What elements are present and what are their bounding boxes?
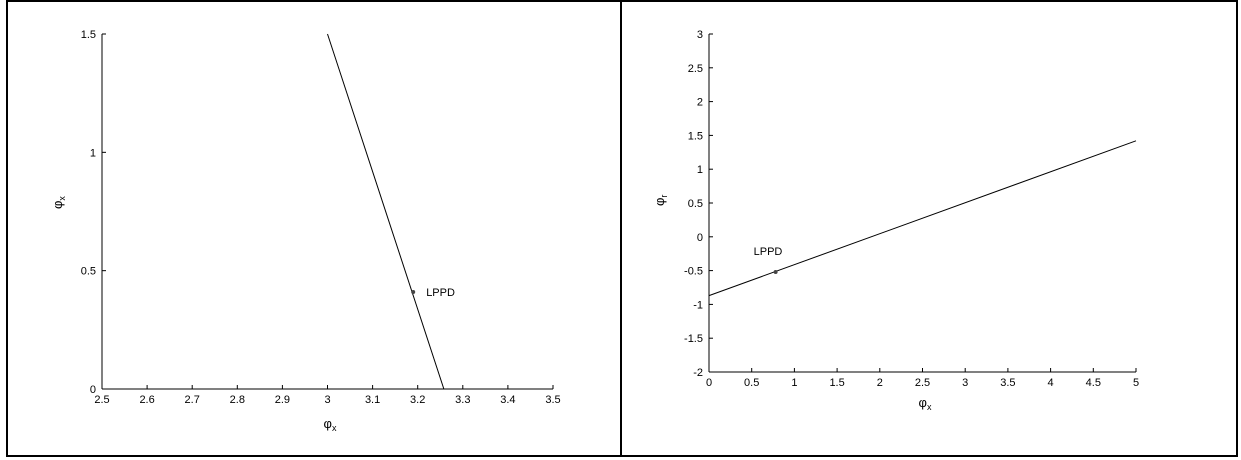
right-x-tick-label: 4 <box>1048 377 1054 389</box>
figure-frame <box>6 0 1238 457</box>
right-x-tick-label: 3 <box>962 377 968 389</box>
right-x-tick-label: 1 <box>791 377 797 389</box>
left-series-line <box>327 33 445 390</box>
right-x-tick-label: 1.5 <box>829 377 844 389</box>
right-y-tick-label: 2 <box>697 97 703 109</box>
left-x-tick-label: 2.6 <box>139 394 154 406</box>
right-lppd-point <box>773 269 778 274</box>
right-x-tick-label: 3.5 <box>1000 377 1015 389</box>
right-y-tick-label: 1 <box>697 164 703 176</box>
left-y-tick-label: 1 <box>90 147 96 159</box>
left-x-tick-label: 3.3 <box>455 394 470 406</box>
right-y-tick-label: -1.5 <box>684 333 703 345</box>
right-y-tick-label: -1 <box>693 299 703 311</box>
right-y-axis-label: φr <box>652 195 669 206</box>
right-series-line <box>708 140 1137 297</box>
left-y-axis-label: φx <box>50 196 67 209</box>
left-x-tick-label: 2.7 <box>185 394 200 406</box>
right-lppd-label: LPPD <box>754 246 783 258</box>
right-x-tick-label: 4.5 <box>1086 377 1101 389</box>
right-x-tick-label: 0 <box>706 377 712 389</box>
right-y-tick-label: -0.5 <box>684 266 703 278</box>
left-x-tick-label: 2.5 <box>94 394 109 406</box>
right-y-tick-label: -2 <box>693 367 703 379</box>
left-y-tick-label: 0.5 <box>81 266 96 278</box>
chart-left-panel: 2.5 2.6 2.7 2.8 2.9 3 3.1 3.2 3.3 3.4 3.5 0 0.5 1 1.5 φ… <box>50 29 561 433</box>
left-x-tick-label: 3 <box>324 394 330 406</box>
left-x-tick-label: 3.4 <box>500 394 515 406</box>
left-x-tick-label: 3.1 <box>365 394 380 406</box>
right-y-tick-label: 2.5 <box>688 63 703 75</box>
right-x-tick-label: 2 <box>877 377 883 389</box>
panel-divider <box>620 0 622 457</box>
left-y-tick-label: 0 <box>90 384 96 396</box>
left-x-tick-label: 3.2 <box>410 394 425 406</box>
right-y-tick-label: 0 <box>697 232 703 244</box>
right-x-axis-label: φx <box>919 395 932 412</box>
right-x-tick-label: 2.5 <box>915 377 930 389</box>
left-y-tick-label: 1.5 <box>81 29 96 41</box>
left-x-tick-label: 2.9 <box>275 394 290 406</box>
right-y-tick-label: 3 <box>697 29 703 41</box>
right-x-tick-label: 0.5 <box>744 377 759 389</box>
left-x-axis-label: φx <box>324 416 337 433</box>
left-lppd-label: LPPD <box>426 287 455 299</box>
right-x-tick-label: 5 <box>1133 377 1139 389</box>
chart-right-panel: 0 0.5 1 1.5 2 2.5 3 3.5 4 4.5 5 -2 -1.5 -1 -0.5 0 0.5 1 1.… <box>652 29 1139 412</box>
right-y-tick-label: 1.5 <box>688 130 703 142</box>
left-x-tick-label: 3.5 <box>545 394 560 406</box>
left-x-tick-label: 2.8 <box>230 394 245 406</box>
left-lppd-point <box>411 289 416 294</box>
right-y-tick-label: 0.5 <box>688 198 703 210</box>
